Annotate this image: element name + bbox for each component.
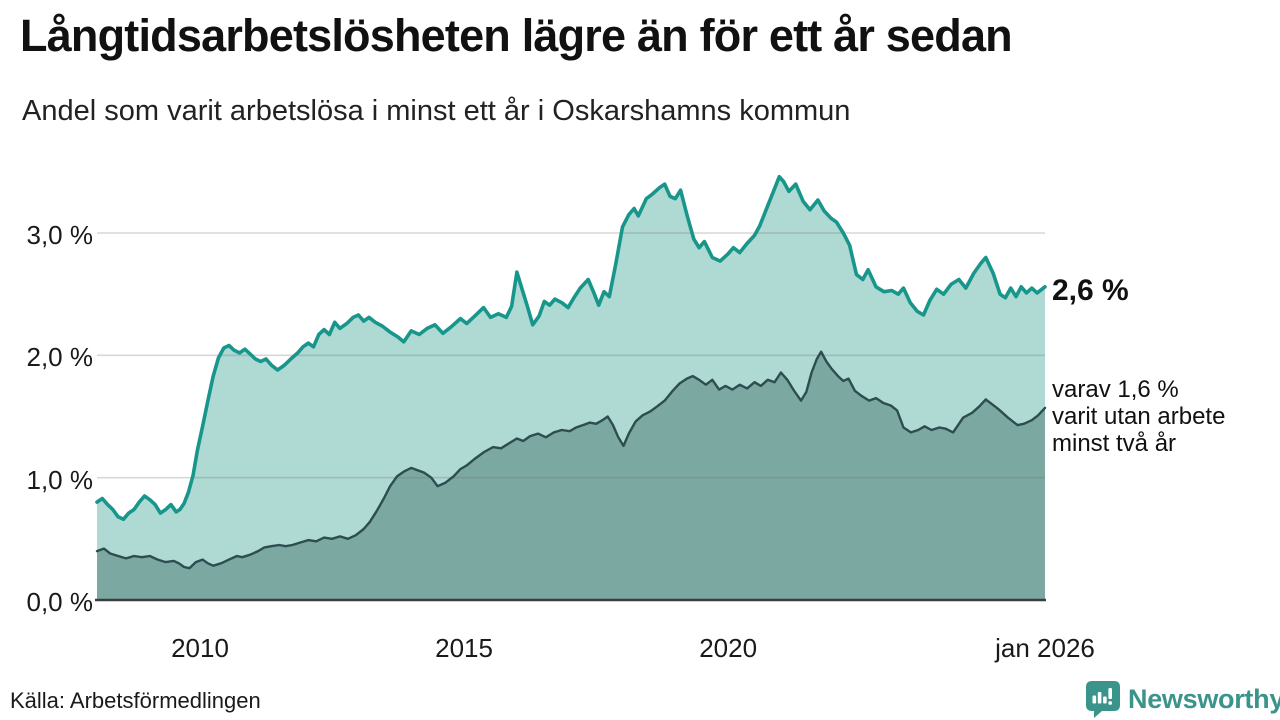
brand-name: Newsworthy (1128, 684, 1280, 714)
latest-value-label: 2,6 % (1052, 274, 1129, 307)
source-note: Källa: Arbetsförmedlingen (10, 688, 261, 713)
two-year-annotation-line-2: varit utan arbete (1052, 403, 1226, 430)
x-axis-tick-label: 2020 (699, 633, 758, 663)
x-axis-tick-label: 2015 (435, 633, 493, 663)
y-axis-tick-label: 1,0 % (26, 464, 94, 495)
newsworthy-icon (1086, 681, 1120, 718)
y-axis-tick-label: 3,0 % (26, 220, 94, 250)
page-title: Långtidsarbetslösheten lägre än för ett … (20, 10, 1013, 61)
y-axis-tick-label: 2,0 % (26, 342, 94, 373)
two-year-annotation-line-3: minst två år (1052, 430, 1177, 457)
x-axis-tick-label: jan 2026 (995, 633, 1095, 663)
page-subtitle: Andel som varit arbetslösa i minst ett å… (22, 95, 851, 127)
two-year-annotation: varav 1,6 % varit utan arbete minst två … (1052, 376, 1225, 457)
x-axis-tick-label: 2010 (171, 633, 229, 663)
two-year-annotation-line-1: varav 1,6 % (1052, 376, 1179, 403)
brand-logo: Newsworthy (1086, 681, 1280, 718)
y-axis-tick-label: 0,0 % (26, 587, 94, 617)
